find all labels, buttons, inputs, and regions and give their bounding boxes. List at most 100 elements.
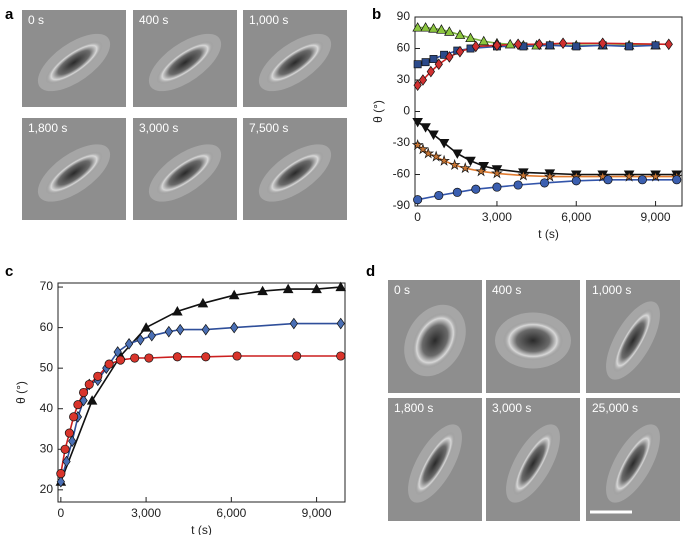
marker bbox=[445, 51, 454, 63]
panel-label: b bbox=[372, 6, 381, 23]
y-tick-label: 20 bbox=[40, 482, 54, 496]
marker bbox=[140, 322, 152, 332]
y-tick-label: 60 bbox=[40, 320, 54, 334]
marker bbox=[93, 371, 103, 381]
marker bbox=[413, 195, 423, 205]
marker bbox=[459, 162, 472, 174]
frame-time: 400 s bbox=[139, 13, 168, 27]
y-axis-title: θ (°) bbox=[14, 381, 28, 404]
marker bbox=[336, 317, 345, 330]
x-tick-label: 0 bbox=[57, 506, 64, 520]
cell bbox=[513, 431, 553, 496]
panel-label: a bbox=[5, 6, 14, 23]
marker bbox=[492, 182, 502, 192]
marker bbox=[465, 32, 476, 43]
marker bbox=[69, 412, 79, 422]
frame-time: 1,000 s bbox=[592, 283, 631, 297]
marker bbox=[417, 143, 429, 155]
marker bbox=[513, 180, 523, 190]
marker bbox=[430, 150, 442, 162]
marker bbox=[438, 154, 450, 166]
marker bbox=[478, 35, 490, 46]
y-tick-label: 90 bbox=[397, 9, 411, 23]
marker bbox=[452, 187, 462, 197]
marker bbox=[543, 170, 556, 182]
marker bbox=[428, 130, 439, 141]
marker bbox=[637, 175, 647, 185]
cell bbox=[415, 431, 455, 496]
marker bbox=[444, 26, 455, 36]
frame-time: 1,000 s bbox=[249, 13, 288, 27]
marker bbox=[420, 123, 431, 133]
fit-line bbox=[60, 286, 341, 482]
marker bbox=[475, 165, 487, 177]
marker bbox=[517, 169, 530, 181]
x-tick-label: 9,000 bbox=[302, 506, 332, 520]
y-tick-label: 70 bbox=[40, 279, 54, 293]
marker bbox=[471, 184, 481, 194]
marker bbox=[412, 22, 423, 32]
marker bbox=[411, 138, 424, 151]
marker bbox=[513, 38, 523, 51]
marker bbox=[596, 170, 609, 182]
marker bbox=[672, 175, 682, 185]
marker bbox=[539, 178, 550, 188]
marker bbox=[68, 435, 77, 447]
marker bbox=[571, 176, 581, 186]
marker bbox=[428, 23, 439, 33]
marker bbox=[651, 41, 660, 50]
marker bbox=[535, 38, 544, 51]
marker bbox=[491, 167, 503, 179]
x-tick-label: 6,000 bbox=[216, 506, 246, 520]
x-axis-title: t (s) bbox=[538, 227, 559, 241]
cell bbox=[412, 312, 458, 369]
marker bbox=[164, 325, 173, 338]
x-tick-label: 0 bbox=[414, 210, 421, 224]
marker bbox=[434, 190, 444, 201]
marker bbox=[598, 37, 607, 50]
marker bbox=[504, 38, 516, 49]
marker bbox=[104, 359, 114, 369]
fit-line bbox=[60, 322, 341, 482]
y-tick-label: 0 bbox=[403, 104, 410, 118]
marker bbox=[545, 41, 554, 50]
y-tick-label: -30 bbox=[393, 135, 411, 149]
marker bbox=[197, 297, 209, 308]
marker bbox=[420, 22, 431, 32]
x-tick-label: 3,000 bbox=[131, 506, 161, 520]
frame-time: 0 s bbox=[394, 283, 410, 297]
marker bbox=[413, 60, 422, 69]
marker bbox=[228, 289, 240, 300]
cell bbox=[45, 41, 103, 84]
marker bbox=[412, 117, 423, 128]
cell bbox=[503, 320, 563, 361]
cell bbox=[613, 431, 653, 496]
marker bbox=[60, 444, 70, 454]
marker bbox=[558, 37, 568, 50]
marker bbox=[471, 40, 480, 53]
marker bbox=[201, 323, 210, 336]
marker bbox=[257, 285, 268, 296]
frame-time: 3,000 s bbox=[492, 401, 531, 415]
marker bbox=[311, 283, 322, 294]
frame-time: 400 s bbox=[492, 283, 521, 297]
marker bbox=[176, 323, 185, 336]
cell bbox=[156, 41, 214, 84]
y-tick-label: -60 bbox=[393, 167, 411, 181]
marker bbox=[448, 158, 461, 171]
cell bbox=[266, 151, 324, 195]
frame-time: 3,000 s bbox=[139, 121, 178, 135]
y-tick-label: -90 bbox=[393, 198, 411, 212]
marker bbox=[426, 65, 435, 78]
marker bbox=[454, 29, 466, 39]
y-tick-label: 60 bbox=[397, 41, 411, 55]
marker bbox=[429, 55, 438, 63]
marker bbox=[172, 352, 182, 362]
marker bbox=[56, 469, 66, 479]
marker bbox=[649, 170, 662, 182]
marker bbox=[73, 400, 83, 410]
marker bbox=[86, 395, 98, 405]
y-tick-label: 30 bbox=[397, 72, 411, 86]
marker bbox=[413, 79, 422, 92]
